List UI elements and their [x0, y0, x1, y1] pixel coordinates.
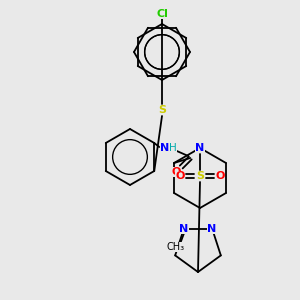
- Text: CH₃: CH₃: [167, 242, 185, 252]
- Text: N: N: [195, 143, 205, 153]
- Text: N: N: [160, 143, 169, 153]
- Text: O: O: [215, 171, 225, 181]
- Text: N: N: [208, 224, 217, 234]
- Text: N: N: [179, 224, 188, 234]
- Text: S: S: [196, 171, 204, 181]
- Text: O: O: [175, 171, 185, 181]
- Text: H: H: [169, 143, 177, 153]
- Text: O: O: [172, 167, 181, 177]
- Text: S: S: [158, 105, 166, 115]
- Text: Cl: Cl: [156, 9, 168, 19]
